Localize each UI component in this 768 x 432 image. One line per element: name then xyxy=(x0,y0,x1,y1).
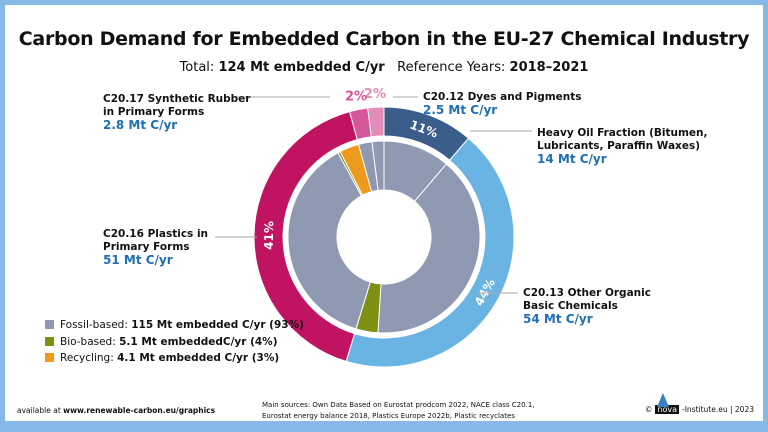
percent-label: 2% xyxy=(345,89,367,104)
percent-label: 2% xyxy=(364,87,386,102)
legend-value: 5.1 Mt embeddedC/yr (4%) xyxy=(119,335,278,348)
label-heavy-value: 14 Mt C/yr xyxy=(537,152,607,166)
inner-segment xyxy=(357,141,379,193)
label-organic-line2: Basic Chemicals xyxy=(523,300,618,312)
fossil-swatch xyxy=(45,320,54,329)
years-value: 2018–2021 xyxy=(509,60,589,75)
legend-label: Fossil-based: xyxy=(60,319,128,331)
publisher: -Institute.eu | 2023 xyxy=(682,405,754,414)
label-organic: C20.13 Other Organic Basic Chemicals 54 … xyxy=(523,287,651,326)
sources-line2: Eurostat energy balance 2018, Plastics E… xyxy=(262,412,515,420)
chart-title: Carbon Demand for Embedded Carbon in the… xyxy=(18,28,750,50)
label-rubber: C20.17 Synthetic Rubber in Primary Forms… xyxy=(103,93,250,132)
label-plastics: C20.16 Plastics in Primary Forms 51 Mt C… xyxy=(103,228,208,267)
logo-text: nova xyxy=(657,405,677,414)
copyright-symbol: © xyxy=(644,405,653,414)
label-rubber-line2: in Primary Forms xyxy=(103,106,205,118)
label-dyes: C20.12 Dyes and Pigments 2.5 Mt C/yr xyxy=(423,91,582,117)
footer-copyright: © nova -Institute.eu | 2023 xyxy=(644,393,754,414)
legend-value: 4.1 Mt embedded C/yr (3%) xyxy=(117,352,280,364)
nova-logo: nova xyxy=(655,393,679,414)
label-plastics-value: 51 Mt C/yr xyxy=(103,253,173,267)
label-organic-line1: C20.13 Other Organic xyxy=(523,287,651,299)
footer-available: available at www.renewable-carbon.eu/gra… xyxy=(17,406,215,415)
inner-segment xyxy=(287,152,371,330)
footer-sources: Main sources: Own Data Based on Eurostat… xyxy=(262,400,535,422)
years-label: Reference Years: xyxy=(397,60,506,75)
legend-item-bio: Bio-based: 5.1 Mt embeddedC/yr (4%) xyxy=(45,334,304,351)
bio-swatch xyxy=(45,336,54,346)
label-dyes-line1: C20.12 Dyes and Pigments xyxy=(423,91,582,103)
label-plastics-line1: C20.16 Plastics in xyxy=(103,228,209,240)
logo-wing-icon xyxy=(657,393,670,407)
legend-item-fossil: Fossil-based: 115 Mt embedded C/yr (93%) xyxy=(45,317,304,334)
label-organic-value: 54 Mt C/yr xyxy=(523,312,593,326)
outer-segment xyxy=(348,107,372,141)
total-value: 124 Mt embedded C/yr xyxy=(218,60,385,75)
label-dyes-value: 2.5 Mt C/yr xyxy=(423,103,498,117)
label-heavy-oil: Heavy Oil Fraction (Bitumen, Lubricants,… xyxy=(537,127,708,166)
inner-segment xyxy=(377,163,481,334)
label-plastics-line2: Primary Forms xyxy=(103,241,190,253)
total-label: Total: xyxy=(179,60,215,75)
available-prefix: available at xyxy=(17,406,61,415)
outer-segment xyxy=(345,137,515,368)
label-heavy-line2: Lubricants, Paraffin Waxes) xyxy=(537,140,700,152)
recycling-swatch xyxy=(45,353,54,362)
label-rubber-line1: C20.17 Synthetic Rubber xyxy=(103,93,251,105)
legend-value: 115 Mt embedded C/yr (93%) xyxy=(131,319,304,331)
label-rubber-value: 2.8 Mt C/yr xyxy=(103,118,178,132)
sources-line1: Main sources: Own Data Based on Eurostat… xyxy=(262,401,535,409)
percent-label: 41% xyxy=(262,221,276,250)
legend-label: Bio-based: xyxy=(60,335,116,348)
label-heavy-line1: Heavy Oil Fraction (Bitumen, xyxy=(537,127,708,139)
available-link[interactable]: www.renewable-carbon.eu/graphics xyxy=(63,406,216,415)
legend-item-recycling: Recycling: 4.1 Mt embedded C/yr (3%) xyxy=(45,350,304,367)
legend: Fossil-based: 115 Mt embedded C/yr (93%)… xyxy=(45,317,304,367)
chart-subtitle: Total: 124 Mt embedded C/yr Reference Ye… xyxy=(0,60,768,75)
legend-label: Recycling: xyxy=(60,352,114,364)
